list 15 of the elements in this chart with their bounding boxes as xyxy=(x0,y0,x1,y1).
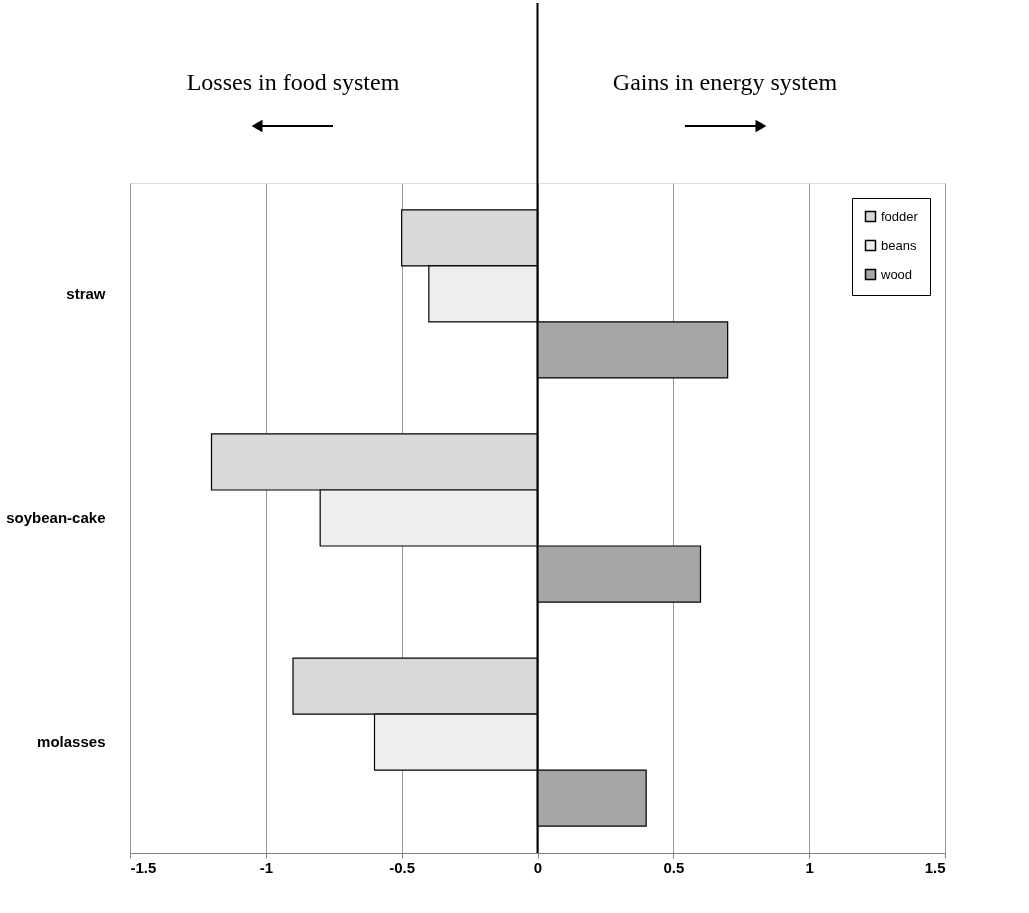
y-tick-label: molasses xyxy=(37,733,106,751)
x-tick-label: 0.5 xyxy=(663,858,685,876)
x-tick-label: -1.5 xyxy=(130,858,157,876)
x-tick-label: 0 xyxy=(533,858,543,876)
legend-label: wood xyxy=(880,266,913,282)
x-tick-label: 1.5 xyxy=(924,858,946,876)
y-tick-label: soybean-cake xyxy=(6,509,106,526)
text: Gains in energy system xyxy=(612,69,838,95)
legend-label: beans xyxy=(881,237,917,253)
y-tick-label: straw xyxy=(66,284,106,302)
legend-label: fodder xyxy=(881,208,919,224)
x-tick-label: -1 xyxy=(259,858,274,876)
text: Losses in food system xyxy=(186,69,400,95)
x-tick-label: 1 xyxy=(805,858,814,876)
x-tick-label: -0.5 xyxy=(389,858,416,876)
